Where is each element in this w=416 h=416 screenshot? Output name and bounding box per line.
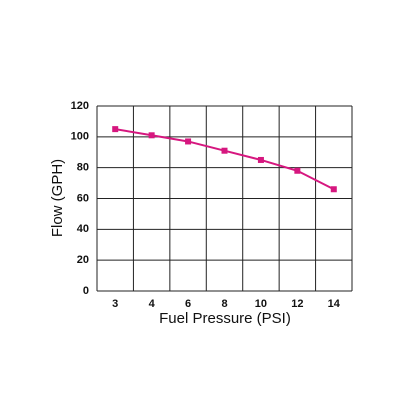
series-line xyxy=(115,128,335,191)
data-point xyxy=(185,138,192,145)
y-tick-label: 80 xyxy=(77,162,89,174)
x-tick-label: 14 xyxy=(328,298,341,310)
x-tick-label: 4 xyxy=(149,298,156,310)
y-tick-label: 60 xyxy=(77,192,89,204)
y-tick-label: 20 xyxy=(77,254,89,266)
y-axis-title: Flow (GPH) xyxy=(49,159,66,237)
x-tick-label: 12 xyxy=(291,298,303,310)
x-axis-title: Fuel Pressure (PSI) xyxy=(159,310,291,327)
data-point xyxy=(112,126,119,133)
data-point xyxy=(294,167,301,174)
data-point xyxy=(148,132,155,139)
data-point xyxy=(257,156,264,163)
y-tick-label: 40 xyxy=(77,223,89,235)
x-tick-label: 3 xyxy=(112,298,118,310)
x-tick-label: 8 xyxy=(221,298,227,310)
y-tick-label: 0 xyxy=(83,285,89,297)
data-point xyxy=(221,147,228,154)
y-tick-label: 120 xyxy=(71,100,89,112)
x-tick-label: 6 xyxy=(185,298,191,310)
data-point xyxy=(330,186,337,193)
x-tick-label: 10 xyxy=(255,298,267,310)
y-tick-label: 100 xyxy=(71,131,89,143)
